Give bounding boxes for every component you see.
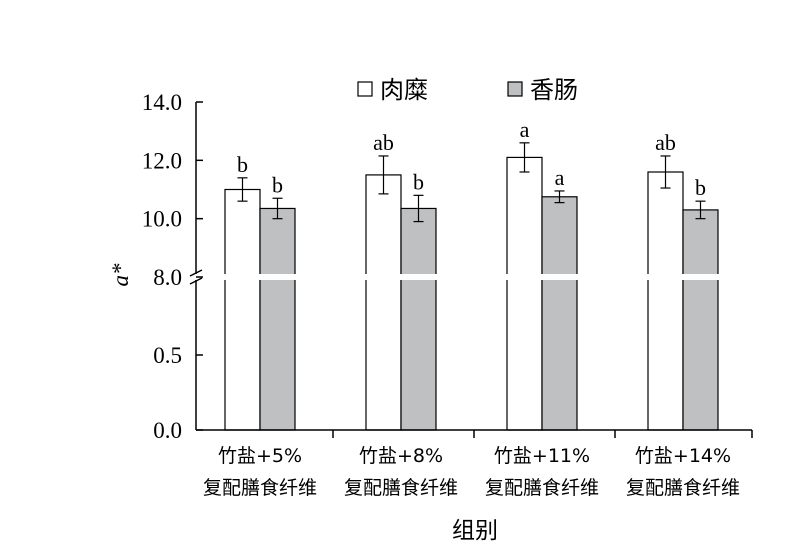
legend-label-1: 肉糜: [380, 76, 428, 104]
significance-label: b: [695, 175, 706, 200]
x-tick-label: 竹盐+11%: [494, 445, 590, 467]
bars-group: [224, 142, 719, 431]
y-tick-label: 10.0: [142, 207, 182, 232]
x-tick-label: 竹盐+5%: [218, 445, 302, 467]
x-tick-label: 复配膳食纤维: [203, 477, 317, 499]
x-tick-label: 复配膳食纤维: [344, 477, 458, 499]
x-axis-title: 组别: [452, 518, 498, 544]
x-tick-label: 竹盐+14%: [635, 445, 731, 467]
axes-group: [189, 101, 753, 438]
legend-swatch-2: [507, 81, 523, 97]
significance-label: a: [555, 165, 565, 190]
significance-label: ab: [373, 130, 394, 155]
bar-meat-1: [224, 188, 261, 431]
bar-sausage-2: [400, 207, 437, 431]
y-tick-label: 8.0: [153, 265, 182, 290]
axis-break-gap: [190, 274, 752, 280]
bar-sausage-1: [259, 207, 296, 431]
bar-meat-3: [506, 156, 543, 431]
bar-meat-2: [365, 174, 402, 431]
significance-label: b: [272, 172, 283, 197]
x-tick-label: 复配膳食纤维: [485, 477, 599, 499]
significance-label: b: [413, 169, 424, 194]
significance-label: ab: [655, 130, 676, 155]
y-tick-label: 0.0: [153, 418, 182, 443]
x-tick-label: 复配膳食纤维: [626, 477, 740, 499]
bar-sausage-4: [682, 209, 719, 431]
legend-label-2: 香肠: [530, 76, 578, 104]
axis-break-mark: [189, 277, 203, 285]
y-axis-title: a*: [108, 263, 133, 287]
legend: 肉糜 香肠: [357, 76, 578, 104]
significance-label: b: [237, 152, 248, 177]
axis-break-mark: [189, 269, 203, 277]
bar-meat-4: [647, 171, 684, 431]
y-tick-label: 0.5: [153, 343, 182, 368]
bar-sausage-3: [541, 196, 578, 431]
x-tick-label: 竹盐+8%: [359, 445, 443, 467]
y-tick-label: 14.0: [142, 90, 182, 115]
significance-label: a: [520, 117, 530, 142]
y-tick-label: 12.0: [142, 148, 182, 173]
legend-swatch-1: [357, 81, 373, 97]
